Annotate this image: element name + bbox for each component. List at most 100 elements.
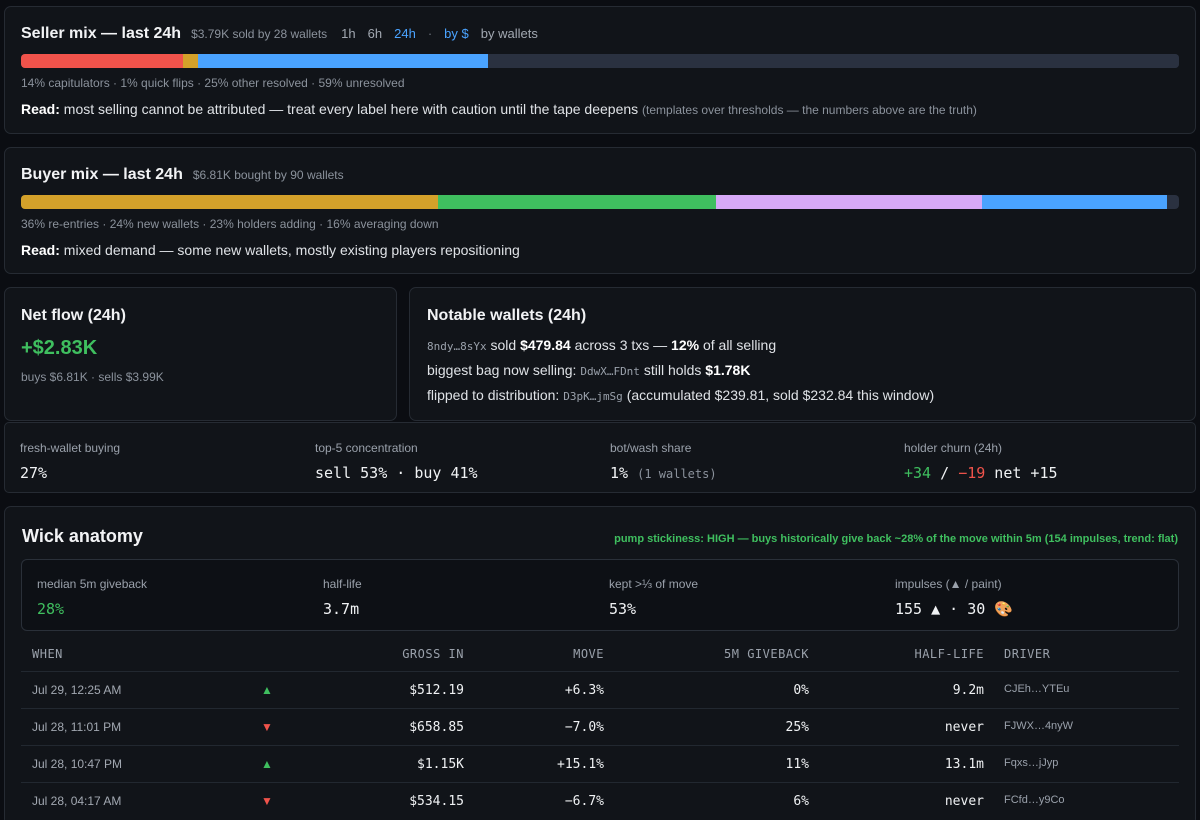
range-6h-button[interactable]: 6h	[367, 26, 383, 41]
buyer-mix-panel: Buyer mix — last 24h $6.81K bought by 90…	[4, 147, 1196, 274]
stat-value: 3.7m	[323, 600, 360, 618]
notable-text: (accumulated $239.81, sold $232.84 this …	[622, 387, 935, 403]
notable-wallets-title: Notable wallets (24h)	[427, 307, 587, 324]
notable-pct: 12%	[671, 337, 700, 353]
seller-mix-panel: Seller mix — last 24h $3.79K sold by 28 …	[4, 6, 1196, 134]
by-wallets-toggle[interactable]: by wallets	[480, 26, 538, 41]
row-driver-link[interactable]: FJWX…4nyW	[1004, 720, 1074, 732]
pump-stickiness-note: pump stickiness: HIGH — buys historicall…	[614, 533, 1178, 545]
row-when: Jul 28, 11:01 PM	[32, 720, 122, 734]
seller-segment-capitulators	[21, 54, 184, 68]
col-half-life[interactable]: HALF-LIFE	[914, 647, 984, 661]
notable-line-distribution: flipped to distribution: D3pK…jmSg (accu…	[427, 387, 934, 403]
stat-value: 28%	[37, 600, 65, 618]
row-driver-link[interactable]: CJEh…YTEu	[1004, 683, 1070, 695]
row-half-life: never	[944, 720, 984, 735]
stat-label: fresh-wallet buying	[20, 441, 121, 455]
buyer-mix-header: Buyer mix — last 24h $6.81K bought by 90…	[21, 166, 344, 184]
row-driver-link[interactable]: Fqxs…jJyp	[1004, 757, 1059, 769]
wick-table-header: WHEN GROSS IN MOVE 5M GIVEBACK HALF-LIFE…	[21, 647, 1179, 671]
table-row[interactable]: Jul 28, 11:01 PM ▼ $658.85 −7.0% 25% never FJW…	[21, 708, 1179, 744]
seller-mix-bar	[21, 54, 1179, 68]
wallet-address-link[interactable]: DdwX…FDnt	[580, 365, 640, 378]
row-gross-in: $1.15K	[417, 757, 464, 772]
row-gross-in: $658.85	[409, 720, 464, 735]
row-gross-in: $512.19	[409, 683, 464, 698]
net-flow-panel: Net flow (24h) +$2.83K buys $6.81K · sel…	[4, 287, 397, 421]
col-gross-in[interactable]: GROSS IN	[402, 647, 464, 661]
buyer-mix-subtitle: $6.81K bought by 90 wallets	[192, 168, 344, 182]
col-when[interactable]: WHEN	[32, 647, 63, 661]
stat-value-group: 1% (1 wallets)	[610, 464, 717, 482]
row-half-life: 9.2m	[952, 683, 984, 698]
wallet-address-link[interactable]: D3pK…jmSg	[563, 390, 623, 403]
stat-label: median 5m giveback	[37, 577, 148, 591]
row-when: Jul 29, 12:25 AM	[32, 683, 122, 697]
range-separator: ·	[427, 26, 433, 41]
seller-mix-header: Seller mix — last 24h $3.79K sold by 28 …	[21, 25, 538, 43]
buyer-segment-re-entries	[21, 195, 438, 209]
buyer-mix-bar	[21, 195, 1179, 209]
wallet-address-link[interactable]: 8ndy…8sYx	[427, 340, 487, 353]
buyer-mix-caption: 36% re-entries · 24% new wallets · 23% h…	[21, 217, 439, 231]
arrow-up-icon: ▲	[261, 683, 273, 697]
stat-label: holder churn (24h)	[904, 441, 1003, 455]
seller-segment-other-resolved	[198, 54, 488, 68]
seller-segment-quick-flips	[183, 54, 199, 68]
buyer-read-label: Read:	[21, 242, 60, 258]
stat-label: half-life	[323, 577, 362, 591]
net-flow-detail: buys $6.81K · sells $3.99K	[21, 370, 164, 384]
wick-impulses: impulses (▲ / paint) 155 ▲ · 30 🎨	[895, 577, 1013, 618]
churn-slash: /	[931, 464, 959, 482]
notable-wallets-list: 8ndy…8sYx sold $479.84 across 3 txs — 12…	[427, 329, 934, 403]
buyer-read-text: mixed demand — some new wallets, mostly …	[63, 242, 520, 258]
net-flow-value: +$2.83K	[21, 337, 98, 359]
col-move[interactable]: MOVE	[573, 647, 604, 661]
range-1h-button[interactable]: 1h	[341, 26, 356, 41]
buyer-mix-title: Buyer mix — last 24h	[21, 166, 183, 183]
table-row[interactable]: Jul 29, 12:25 AM ▲ $512.19 +6.3% 0% 9.2m CJEh……	[21, 671, 1179, 707]
notable-text: of all selling	[699, 337, 777, 353]
buyer-read: Read: mixed demand — some new wallets, m…	[21, 242, 520, 258]
notable-line-biggest-bag: biggest bag now selling: DdwX…FDnt still…	[427, 362, 934, 378]
stat-value: 155 ▲ · 30 🎨	[895, 600, 1014, 618]
churn-plus: +34	[904, 464, 932, 482]
col-driver[interactable]: DRIVER	[1004, 647, 1051, 661]
table-row[interactable]: Jul 28, 10:47 PM ▲ $1.15K +15.1% 11% 13.1m Fqx…	[21, 745, 1179, 781]
row-when: Jul 28, 10:47 PM	[32, 757, 123, 771]
seller-read: Read: most selling cannot be attributed …	[21, 101, 977, 117]
by-dollar-toggle[interactable]: by $	[444, 26, 469, 41]
seller-mix-title: Seller mix — last 24h	[21, 25, 182, 42]
seller-mix-subtitle: $3.79K sold by 28 wallets	[191, 27, 328, 41]
churn-minus: −19	[958, 464, 986, 482]
row-gross-in: $534.15	[409, 794, 464, 809]
arrow-up-icon: ▲	[261, 757, 273, 771]
col-giveback[interactable]: 5M GIVEBACK	[724, 647, 809, 661]
row-move: +6.3%	[564, 683, 604, 698]
arrow-down-icon: ▼	[261, 794, 273, 808]
row-half-life: 13.1m	[944, 757, 984, 772]
row-driver-link[interactable]: FCfd…y9Co	[1004, 794, 1065, 806]
row-half-life: never	[944, 794, 984, 809]
notable-text: biggest bag now selling:	[427, 362, 581, 378]
stat-value-group: +34 / −19 net +15	[904, 464, 1058, 482]
range-24h-button[interactable]: 24h	[394, 26, 416, 41]
notable-text: still holds	[639, 362, 706, 378]
row-move: −7.0%	[564, 720, 604, 735]
notable-amount: $1.78K	[705, 362, 751, 378]
stat-value: 53%	[609, 600, 637, 618]
row-giveback: 6%	[793, 794, 809, 809]
stat-value: 1%	[610, 464, 629, 482]
stat-label: bot/wash share	[610, 441, 692, 455]
notable-line-top-seller: 8ndy…8sYx sold $479.84 across 3 txs — 12…	[427, 337, 934, 353]
seller-segment-unresolved	[487, 54, 1179, 68]
stat-bot-wash: bot/wash share 1% (1 wallets)	[610, 441, 717, 482]
stat-extra: (1 wallets)	[637, 467, 717, 481]
table-row[interactable]: Jul 28, 04:17 AM ▼ $534.15 −6.7% 6% never FCfd…	[21, 782, 1179, 818]
stat-value: 27%	[20, 464, 48, 482]
buyer-segment-holders-adding	[715, 195, 983, 209]
arrow-down-icon: ▼	[261, 720, 273, 734]
seller-read-label: Read:	[21, 101, 60, 117]
stats-strip: fresh-wallet buying 27% top-5 concentrat…	[4, 422, 1196, 493]
row-giveback: 11%	[785, 757, 809, 772]
